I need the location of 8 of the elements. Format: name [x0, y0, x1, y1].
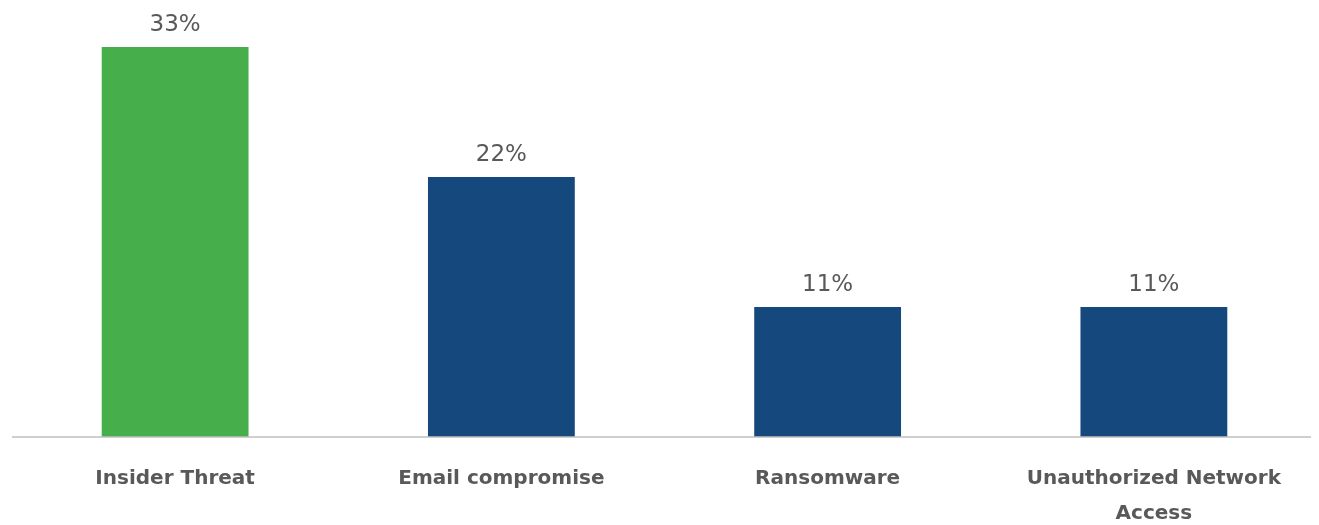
data-label: 11%: [1128, 270, 1180, 296]
x-tick-label: Email compromise: [398, 465, 605, 489]
data-label: 22%: [475, 140, 527, 166]
data-label: 33%: [149, 10, 201, 36]
data-label: 11%: [802, 270, 854, 296]
x-tick-label: Insider Threat: [95, 465, 256, 489]
x-tick-label: Unauthorized Network Access: [1026, 465, 1282, 524]
x-tick-label: Ransomware: [755, 465, 901, 489]
